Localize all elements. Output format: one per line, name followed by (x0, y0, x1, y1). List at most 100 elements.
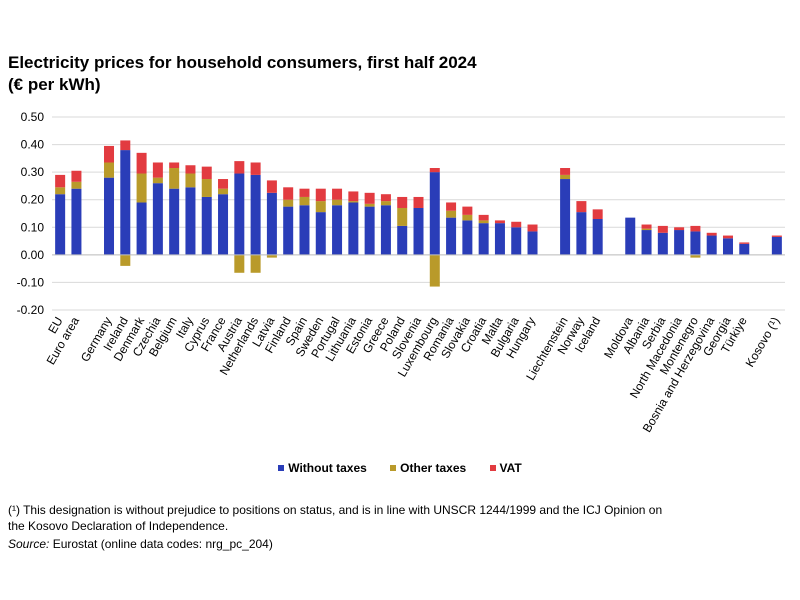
source-text: Eurostat (online data codes: nrg_pc_204) (52, 537, 273, 551)
bar-segment-without-taxes (348, 202, 359, 255)
chart-title-line-2: (€ per kWh) (8, 75, 101, 94)
bar-segment-without-taxes (397, 225, 408, 255)
bar-segment-without-taxes (218, 194, 229, 255)
bar-segment-vat (299, 188, 310, 197)
bar-segment-without-taxes (657, 232, 668, 255)
bar-segment-without-taxes (413, 207, 424, 255)
bar-segment-other-taxes (380, 201, 391, 206)
bar-segment-vat (201, 166, 212, 180)
bar-segment-other-taxes (315, 201, 326, 213)
legend-item-without-taxes: Without taxes (278, 461, 367, 475)
y-tick-label: 0.40 (21, 138, 45, 152)
bar-segment-vat (397, 196, 408, 208)
bar-segment-vat (657, 225, 668, 233)
bar-segment-vat (494, 220, 505, 224)
bar-segment-without-taxes (690, 231, 701, 255)
legend-item-other-taxes: Other taxes (390, 461, 466, 475)
bar-segment-other-taxes (185, 173, 196, 188)
bar-segment-vat (348, 191, 359, 202)
bar-segment-other-taxes (283, 199, 294, 207)
bar-segment-vat (429, 168, 440, 173)
y-tick-label: 0.20 (21, 193, 45, 207)
y-tick-label: -0.10 (17, 275, 45, 289)
bar-segment-other-taxes (266, 254, 277, 258)
bar-segment-without-taxes (250, 174, 261, 255)
bar-segment-vat (478, 214, 489, 221)
bar-segment-vat (104, 145, 115, 163)
bar-segment-other-taxes (299, 196, 310, 206)
bar-segment-other-taxes (462, 214, 473, 221)
bar-segment-other-taxes (136, 173, 147, 203)
bar-segment-vat (527, 224, 538, 232)
bar-segment-other-taxes (429, 254, 440, 287)
bar-segment-without-taxes (462, 220, 473, 255)
bar-segment-vat (592, 209, 603, 220)
chart-title: Electricity prices for household consume… (8, 52, 477, 96)
bar-segment-other-taxes (201, 179, 212, 197)
bar-segment-without-taxes (576, 212, 587, 255)
bar-segment-without-taxes (494, 223, 505, 255)
legend-label-other-taxes: Other taxes (400, 461, 467, 475)
bar-segment-without-taxes (641, 230, 652, 255)
bar-segment-vat (380, 194, 391, 202)
bar-segment-vat (169, 162, 180, 169)
bar-segment-without-taxes (332, 205, 343, 255)
bar-segment-vat (446, 202, 457, 211)
bar-segment-without-taxes (429, 172, 440, 255)
legend-label-vat: VAT (499, 461, 522, 475)
bar-segment-other-taxes (250, 254, 261, 273)
bar-segment-without-taxes (315, 212, 326, 255)
bar-segment-other-taxes (55, 187, 66, 195)
bar-segment-vat (641, 224, 652, 229)
bar-segment-without-taxes (674, 230, 685, 255)
bar-segment-vat (511, 221, 522, 228)
y-tick-label: 0.50 (21, 110, 45, 124)
bar-segment-vat (218, 179, 229, 189)
bar-segment-vat (560, 168, 571, 175)
legend-swatch-vat (489, 465, 496, 471)
bar-segment-without-taxes (55, 194, 66, 255)
bar-segment-other-taxes (120, 254, 131, 266)
bar-segment-other-taxes (152, 177, 163, 184)
bar-segment-without-taxes (266, 192, 277, 255)
bar-segment-without-taxes (169, 188, 180, 255)
bar-segment-vat (234, 161, 245, 174)
source-line: Source: Eurostat (online data codes: nrg… (8, 537, 273, 551)
bar-segment-without-taxes (739, 243, 750, 255)
bar-segment-vat (315, 188, 326, 202)
bar-segment-without-taxes (560, 179, 571, 255)
bar-segment-vat (332, 188, 343, 200)
bar-segment-without-taxes (104, 177, 115, 255)
bar-segment-other-taxes (71, 181, 82, 189)
bar-segment-without-taxes (511, 227, 522, 255)
bar-segment-other-taxes (218, 188, 229, 195)
bar-segment-other-taxes (348, 201, 359, 203)
bar-segment-vat (120, 140, 131, 151)
bar-segment-other-taxes (169, 168, 180, 189)
y-tick-label: 0.10 (21, 220, 45, 234)
bar-segment-vat (55, 174, 66, 188)
bar-segment-vat (674, 227, 685, 231)
bar-segment-without-taxes (152, 183, 163, 255)
bar-segment-without-taxes (136, 202, 147, 255)
bar-segment-vat (706, 232, 717, 236)
bar-segment-without-taxes (299, 205, 310, 255)
legend-label-without-taxes: Without taxes (288, 461, 367, 475)
chart-title-line-1: Electricity prices for household consume… (8, 53, 477, 72)
bar-segment-other-taxes (641, 228, 652, 231)
bar-segment-without-taxes (201, 196, 212, 255)
bar-segment-vat (722, 235, 733, 239)
bar-segment-other-taxes (332, 199, 343, 206)
bar-segment-other-taxes (690, 254, 701, 258)
bar-segment-without-taxes (283, 206, 294, 255)
bar-segment-without-taxes (771, 236, 782, 255)
stacked-bar-chart: 0.500.400.300.200.100.00-0.10-0.20EUEuro… (17, 110, 785, 435)
bar-segment-without-taxes (185, 187, 196, 255)
bar-segment-other-taxes (234, 254, 245, 273)
bar-segment-without-taxes (592, 219, 603, 255)
footnote: (¹) This designation is without prejudic… (8, 503, 663, 533)
bar-segment-without-taxes (478, 223, 489, 255)
bar-segment-without-taxes (234, 173, 245, 255)
bar-segment-vat (413, 196, 424, 208)
bar-segment-vat (690, 225, 701, 232)
